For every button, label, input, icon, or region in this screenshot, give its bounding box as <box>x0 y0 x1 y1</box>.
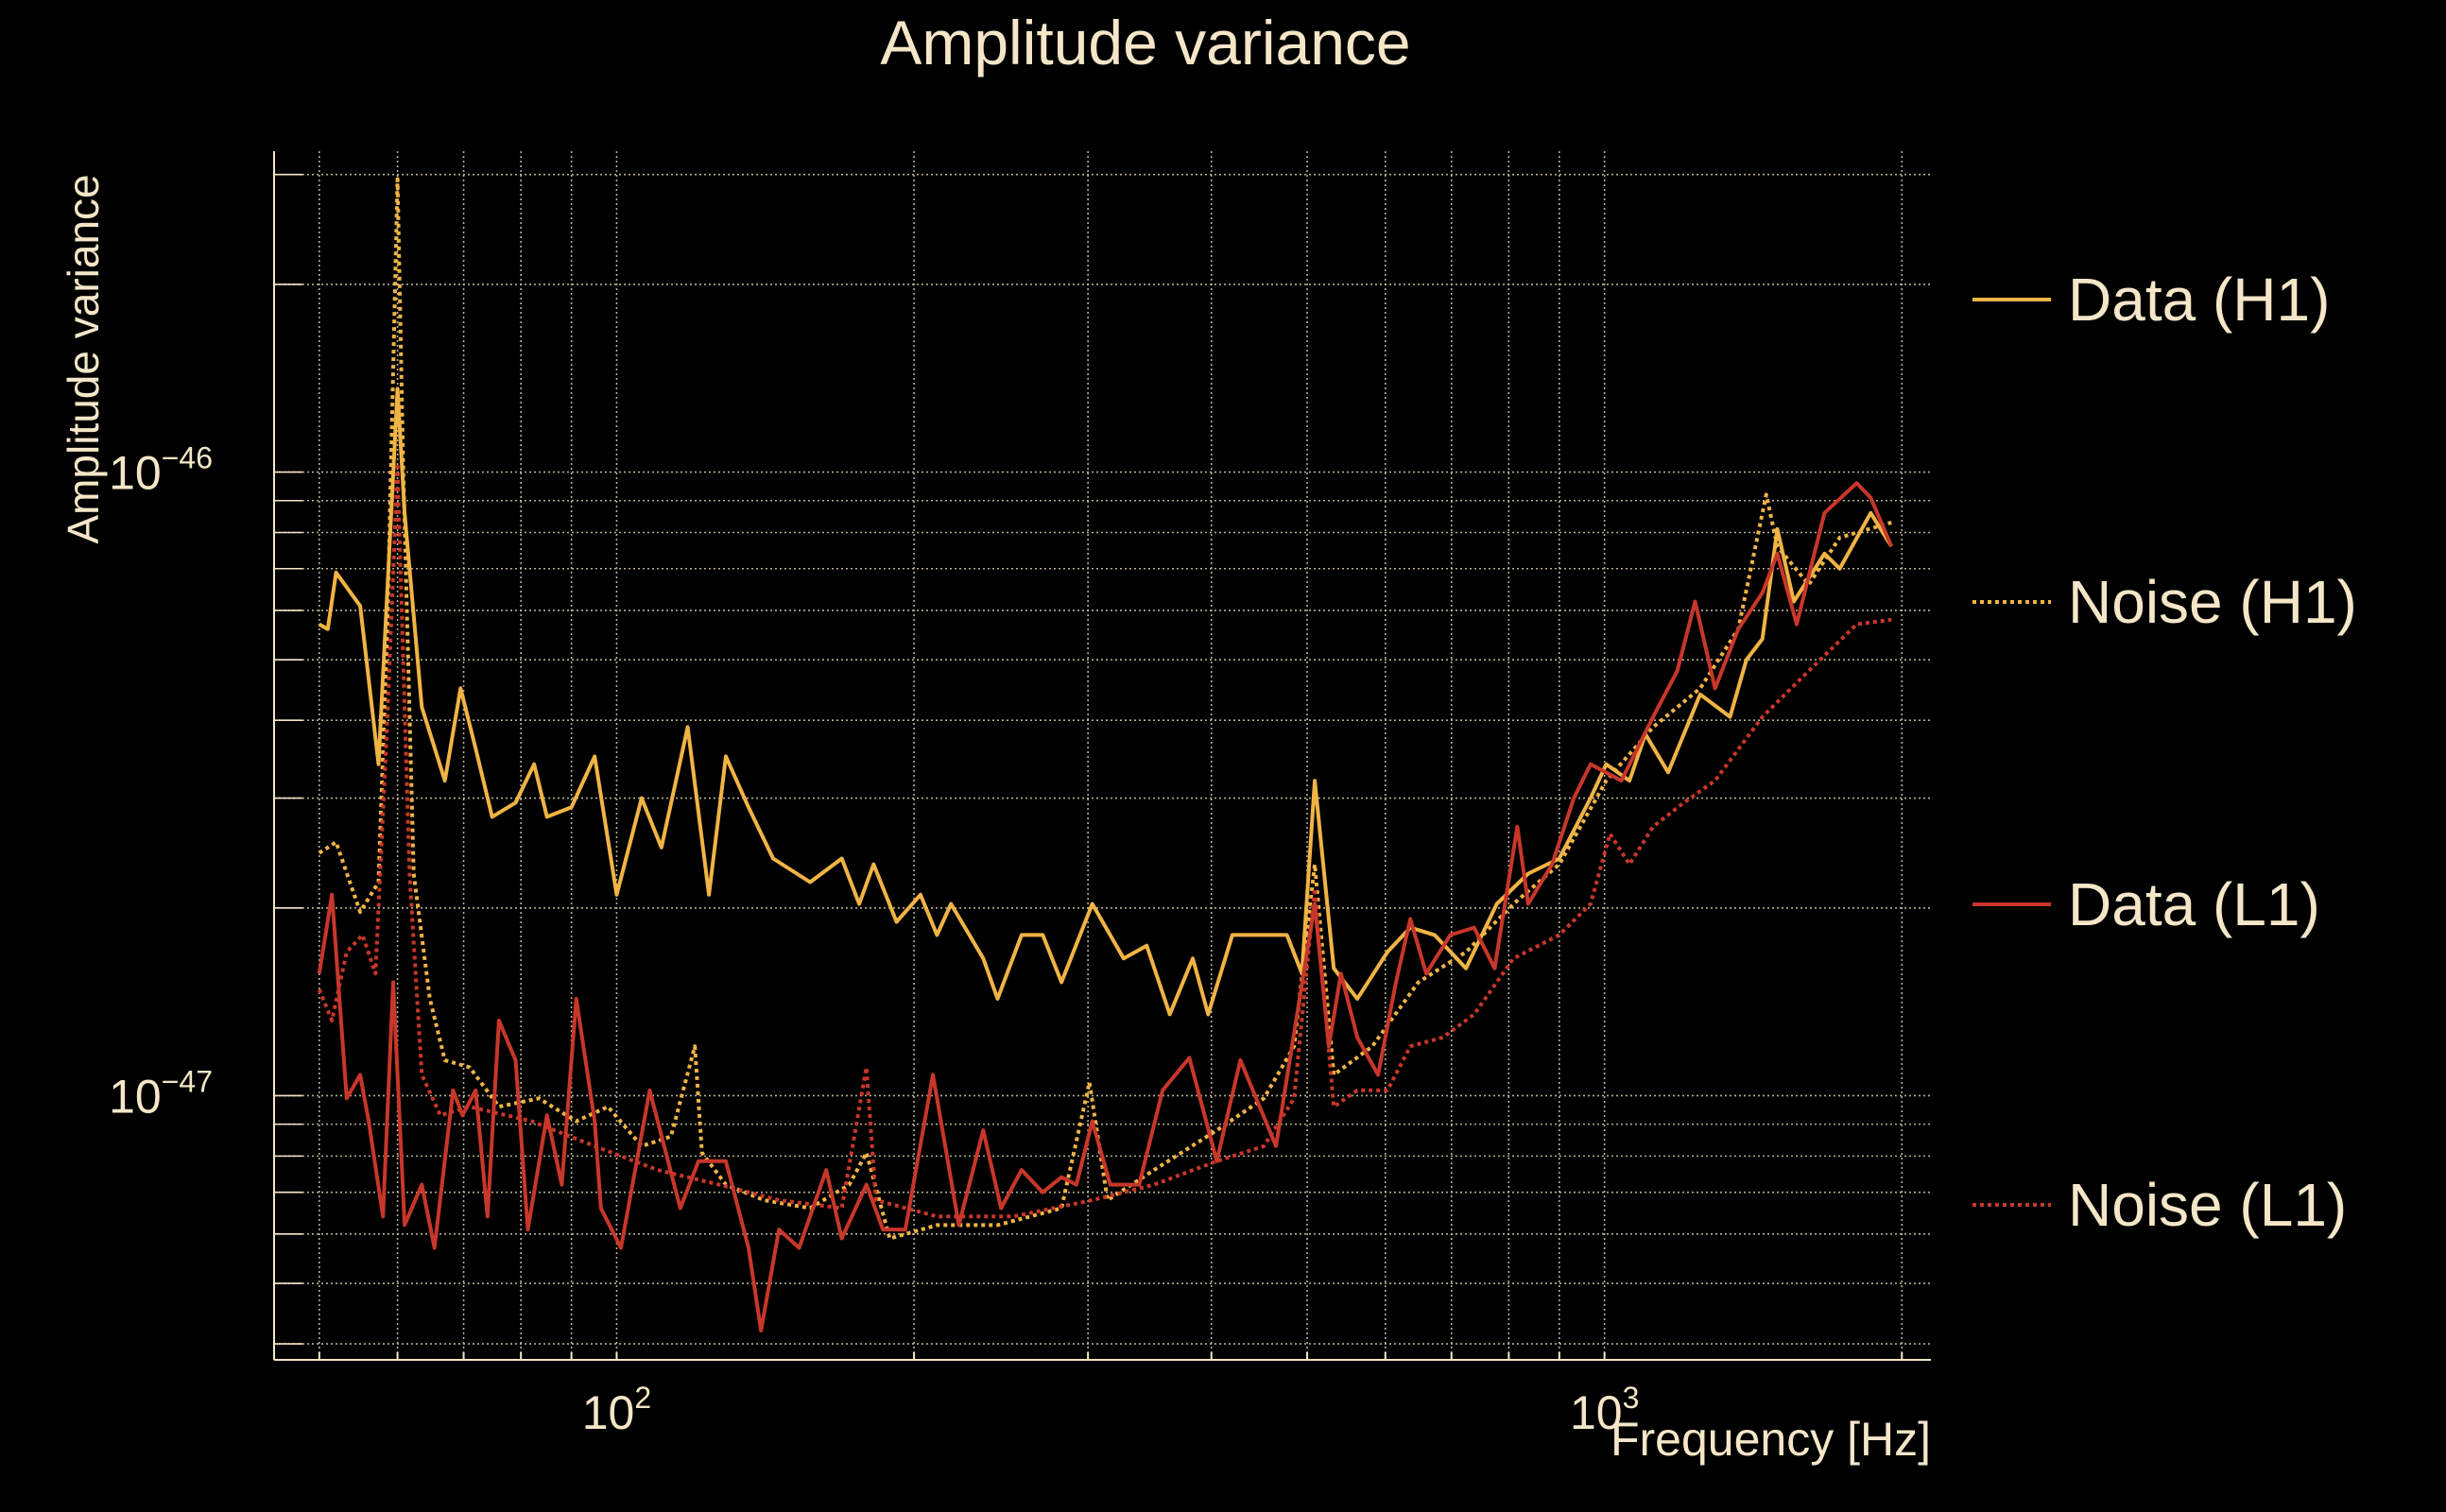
x-tick-base: 10 <box>582 1386 635 1439</box>
chart-title: Amplitude variance <box>880 8 1410 77</box>
y-axis-label: Amplitude variance <box>59 174 108 543</box>
series-lines <box>317 177 1894 1332</box>
y-tick-label: 10−47 <box>109 1064 213 1123</box>
x-tick-exponent: 2 <box>634 1381 651 1415</box>
legend-label: Noise (L1) <box>2068 1171 2347 1239</box>
x-tick-label: 103 <box>1570 1381 1639 1439</box>
legend-label: Noise (H1) <box>2068 568 2357 636</box>
x-tick-base: 10 <box>1570 1386 1623 1439</box>
y-tick-exponent: −46 <box>162 441 213 475</box>
legend-item: Noise (L1) <box>1972 1171 2347 1239</box>
x-tick-exponent: 3 <box>1623 1381 1640 1415</box>
x-tick-label: 102 <box>582 1381 651 1439</box>
grid <box>274 151 1931 1360</box>
series-line-data-h1 <box>318 387 1893 1017</box>
legend-item: Noise (H1) <box>1972 568 2357 636</box>
series-line-noise-l1 <box>317 464 1892 1219</box>
legend-item: Data (H1) <box>1972 266 2330 334</box>
legend-label: Data (L1) <box>2068 870 2320 938</box>
axes <box>273 151 1931 1361</box>
legend-label: Data (H1) <box>2068 266 2330 334</box>
x-axis-label: Frequency [Hz] <box>1611 1413 1931 1466</box>
y-tick-exponent: −47 <box>162 1064 213 1098</box>
y-tick-label: 10−46 <box>109 441 213 500</box>
y-tick-base: 10 <box>109 1070 162 1123</box>
legend: Data (H1) Noise (H1) Data (L1) Noise (L1) <box>1972 266 2357 1239</box>
y-tick-base: 10 <box>109 447 162 500</box>
series-line-noise-h1 <box>318 177 1892 1241</box>
series-line-data-l1 <box>317 481 1894 1332</box>
legend-item: Data (L1) <box>1972 870 2320 938</box>
